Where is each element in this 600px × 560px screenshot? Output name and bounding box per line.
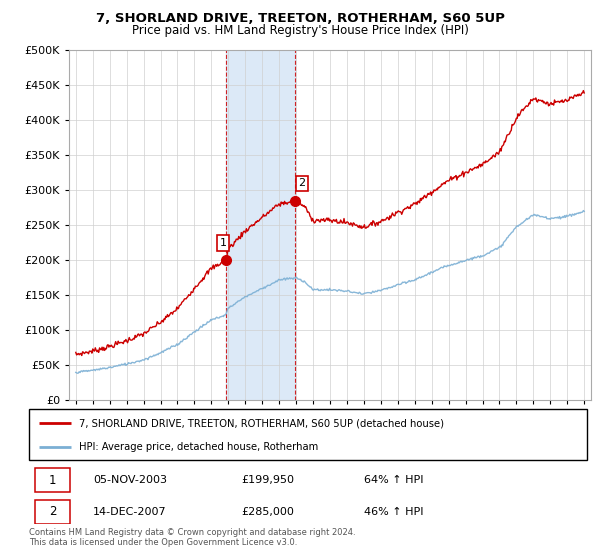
Text: 7, SHORLAND DRIVE, TREETON, ROTHERHAM, S60 5UP (detached house): 7, SHORLAND DRIVE, TREETON, ROTHERHAM, S… <box>79 418 444 428</box>
Text: 64% ↑ HPI: 64% ↑ HPI <box>364 475 423 485</box>
Text: HPI: Average price, detached house, Rotherham: HPI: Average price, detached house, Roth… <box>79 442 318 452</box>
FancyBboxPatch shape <box>35 468 70 492</box>
Text: Price paid vs. HM Land Registry's House Price Index (HPI): Price paid vs. HM Land Registry's House … <box>131 24 469 37</box>
Text: 7, SHORLAND DRIVE, TREETON, ROTHERHAM, S60 5UP: 7, SHORLAND DRIVE, TREETON, ROTHERHAM, S… <box>95 12 505 25</box>
FancyBboxPatch shape <box>29 409 587 460</box>
Text: 05-NOV-2003: 05-NOV-2003 <box>93 475 167 485</box>
Text: 14-DEC-2007: 14-DEC-2007 <box>93 507 167 517</box>
Text: £199,950: £199,950 <box>241 475 294 485</box>
Text: 2: 2 <box>49 505 56 519</box>
Text: £285,000: £285,000 <box>241 507 294 517</box>
Text: Contains HM Land Registry data © Crown copyright and database right 2024.
This d: Contains HM Land Registry data © Crown c… <box>29 528 355 547</box>
FancyBboxPatch shape <box>35 500 70 524</box>
Bar <box>226 50 295 400</box>
Text: 2: 2 <box>298 178 305 188</box>
Text: 46% ↑ HPI: 46% ↑ HPI <box>364 507 423 517</box>
Text: 1: 1 <box>49 474 56 487</box>
Text: 1: 1 <box>220 238 227 248</box>
